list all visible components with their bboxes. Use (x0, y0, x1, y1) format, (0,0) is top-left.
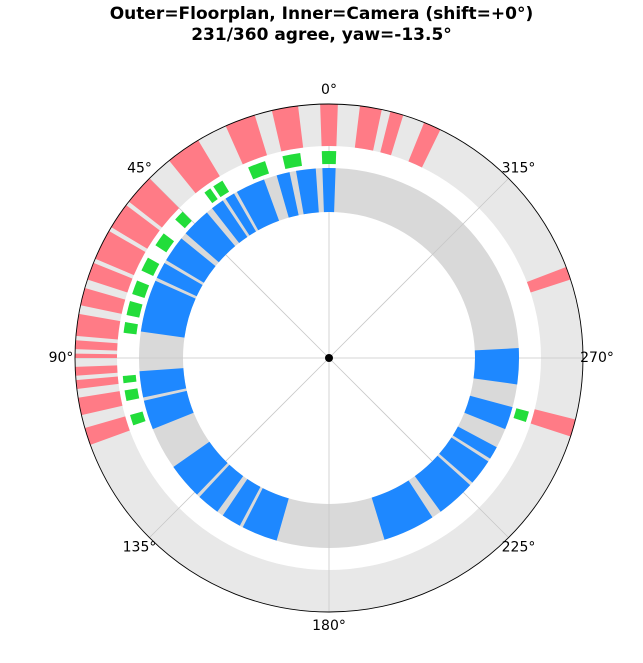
agree-segment (248, 161, 270, 180)
camera-segment (236, 179, 280, 231)
chart-title-block: Outer=Floorplan, Inner=Camera (shift=+0°… (0, 4, 643, 46)
agree-segment (132, 280, 150, 299)
agree-segment (124, 388, 140, 402)
camera-segment (139, 368, 187, 398)
camera-segment (185, 212, 236, 263)
floorplan-segment (87, 262, 133, 293)
grid-line (328, 357, 509, 538)
floorplan-segment (225, 115, 268, 165)
agree-segment (155, 233, 175, 253)
camera-segment (371, 480, 433, 540)
camera-segment (225, 193, 256, 236)
camera-segment (212, 200, 248, 243)
floorplan-segment (169, 140, 220, 194)
floorplan-segment (111, 205, 160, 249)
agree-segment (141, 257, 160, 277)
chart-subtitle: 231/360 agree, yaw=-13.5° (191, 25, 452, 45)
agree-segment (123, 322, 138, 335)
floorplan-segment (530, 409, 576, 437)
camera-segment (276, 172, 299, 218)
chart-title: Outer=Floorplan, Inner=Camera (shift=+0°… (109, 4, 534, 24)
floorplan-segment (75, 365, 118, 376)
tick-label: 45° (127, 160, 152, 176)
agree-segment (130, 411, 146, 426)
camera-segment (143, 390, 194, 430)
camera-segment (464, 395, 513, 430)
floorplan-segment (84, 416, 130, 445)
grid-line (328, 178, 509, 359)
tick-label: 135° (123, 540, 157, 556)
tick-label: 270° (580, 350, 614, 366)
tick-label: 180° (312, 618, 346, 634)
floorplan-segment (320, 104, 338, 147)
floorplan-segment (75, 353, 118, 358)
floorplan-segment (128, 178, 180, 228)
floorplan-segment (408, 122, 441, 168)
tick-label: 0° (321, 82, 337, 98)
agree-segment (513, 408, 529, 422)
agree-segment (213, 180, 230, 198)
camera-segment (414, 455, 471, 512)
floorplan-segment (354, 105, 382, 151)
agree-segment (122, 374, 137, 384)
center-dot (325, 354, 333, 362)
agree-segment (204, 188, 218, 204)
camera-segment (452, 426, 497, 459)
camera-segment (156, 263, 203, 297)
floorplan-segment (75, 340, 118, 351)
agree-segment (175, 211, 192, 229)
camera-segment (199, 464, 244, 512)
floorplan-segment (78, 391, 123, 416)
camera-segment (140, 280, 196, 338)
polar-frame (74, 103, 584, 613)
grid-line (149, 357, 330, 538)
floorplan-segment (271, 105, 304, 152)
camera-segment (322, 167, 336, 213)
floorplan-segment (80, 287, 126, 314)
tick-label: 90° (49, 350, 74, 366)
camera-segment (242, 488, 289, 541)
grid-line (149, 178, 330, 359)
camera-segment (166, 238, 216, 283)
camera-segment (173, 441, 228, 495)
floorplan-segment (95, 231, 146, 276)
floorplan-segment (526, 266, 571, 293)
tick-label: 225° (502, 540, 536, 556)
tick-label: 315° (502, 160, 536, 176)
agree-segment (282, 153, 303, 169)
camera-segment (439, 437, 489, 483)
camera-segment (222, 479, 261, 526)
camera-segment (473, 348, 520, 385)
camera-segment (296, 168, 319, 215)
floorplan-segment (75, 313, 121, 340)
agree-segment (126, 300, 143, 318)
agree-segment (321, 151, 337, 165)
floorplan-segment (380, 111, 404, 156)
floorplan-segment (75, 376, 119, 389)
